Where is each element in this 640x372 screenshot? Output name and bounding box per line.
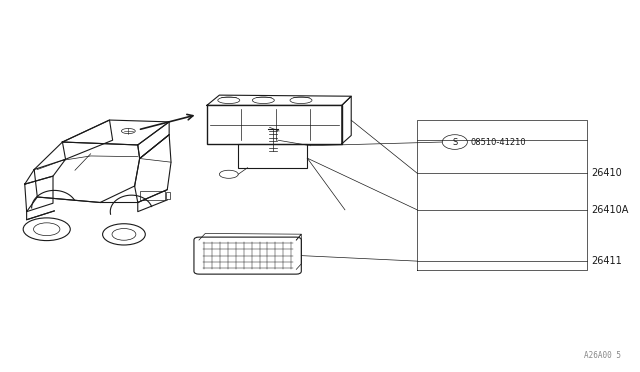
Text: 26410: 26410 — [591, 168, 623, 178]
Bar — [166, 192, 170, 199]
Text: 26410A: 26410A — [591, 205, 629, 215]
Bar — [238, 144, 307, 168]
Bar — [140, 191, 164, 200]
Bar — [207, 105, 342, 144]
Text: 08510-41210: 08510-41210 — [470, 138, 526, 147]
Text: 26411: 26411 — [591, 256, 623, 266]
Text: S: S — [452, 138, 458, 147]
Text: A26A00 5: A26A00 5 — [584, 351, 621, 360]
